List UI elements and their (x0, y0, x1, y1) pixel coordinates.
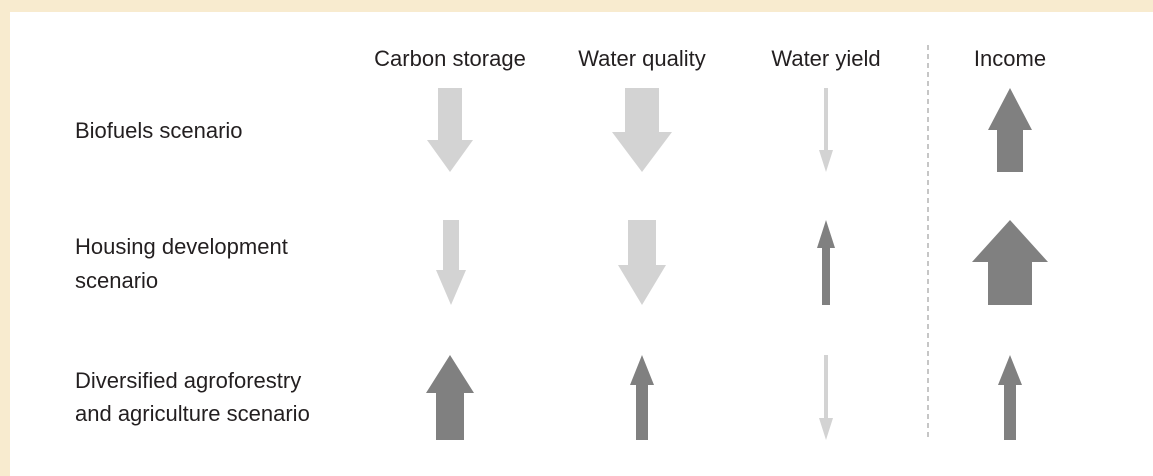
column-header: Carbon storage (374, 46, 526, 71)
row-label: Diversified agroforestry (75, 368, 301, 393)
arrow-up (817, 220, 835, 305)
panel (10, 12, 1153, 476)
arrow-up (988, 88, 1032, 172)
arrow-up (630, 355, 654, 440)
column-header: Water quality (578, 46, 706, 71)
arrow-down (618, 220, 666, 305)
arrow-down (436, 220, 466, 305)
row-label: Biofuels scenario (75, 118, 243, 143)
arrow-up (426, 355, 474, 440)
row-label: Housing development (75, 234, 288, 259)
row-label: scenario (75, 268, 158, 293)
arrow-down (612, 88, 672, 172)
arrow-down (819, 88, 833, 172)
arrow-up (972, 220, 1048, 305)
column-header: Water yield (771, 46, 880, 71)
arrow-down (819, 355, 833, 440)
arrow-up (998, 355, 1022, 440)
column-header: Income (974, 46, 1046, 71)
row-label: and agriculture scenario (75, 401, 310, 426)
arrow-down (427, 88, 473, 172)
